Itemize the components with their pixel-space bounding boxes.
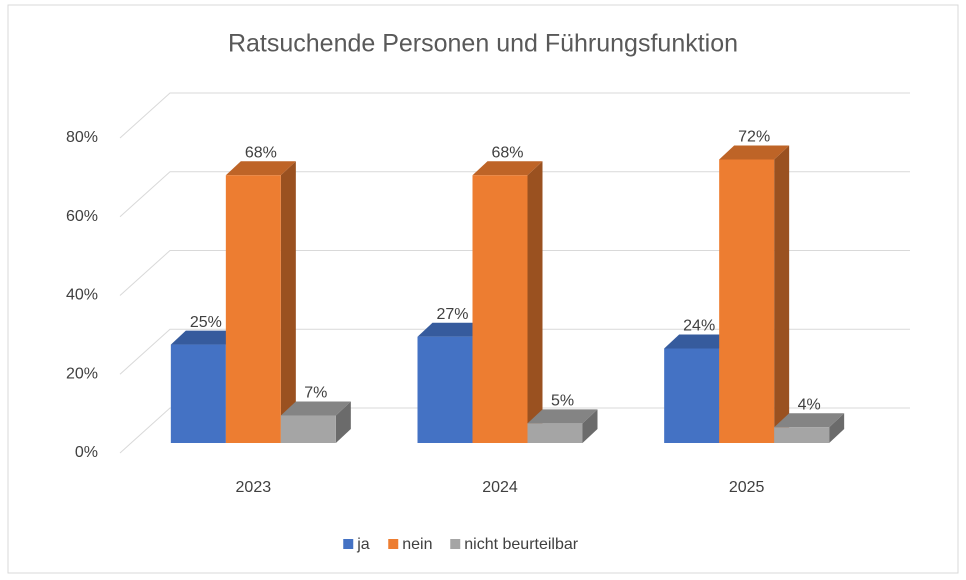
grid-line — [119, 328, 910, 375]
grid-line — [119, 92, 910, 139]
y-tick-label: 40% — [66, 287, 98, 304]
legend-swatch — [450, 539, 461, 549]
data-label: 72% — [738, 129, 770, 146]
bar — [472, 175, 528, 443]
data-label: 68% — [491, 144, 523, 161]
x-tick-label: 2025 — [729, 479, 765, 496]
bar — [527, 423, 583, 443]
bar — [170, 344, 226, 443]
y-tick-label: 0% — [75, 444, 98, 461]
bar — [225, 175, 281, 443]
y-tick-label: 20% — [66, 365, 98, 382]
data-label: 24% — [683, 318, 715, 335]
bar — [664, 348, 720, 443]
y-tick-label: 60% — [66, 208, 98, 225]
bar-side — [582, 409, 598, 443]
chart-title: Ratsuchende Personen und Führungsfunktio… — [228, 30, 738, 58]
x-tick-label: 2024 — [482, 479, 518, 496]
bar-side — [335, 401, 351, 443]
bar-top — [774, 413, 845, 428]
data-label: 4% — [798, 396, 821, 413]
bar — [280, 415, 336, 443]
bar-side — [829, 413, 845, 443]
bar-side — [527, 161, 543, 443]
data-label: 7% — [304, 385, 327, 402]
legend-label: nicht beurteilbar — [464, 536, 579, 553]
legend-swatch — [343, 539, 354, 549]
grid-line — [119, 250, 910, 296]
data-label: 25% — [190, 314, 222, 331]
bar-top — [225, 161, 296, 176]
legend-label: nein — [402, 536, 432, 553]
bar — [417, 336, 473, 443]
bar-side — [280, 161, 296, 443]
bar-top — [170, 330, 241, 345]
x-tick-label: 2023 — [236, 479, 272, 496]
legend-label: ja — [356, 536, 370, 553]
grid-line — [119, 407, 910, 454]
data-label: 27% — [436, 306, 468, 323]
bar-side — [774, 145, 790, 443]
data-label: 68% — [245, 144, 277, 161]
data-label: 5% — [551, 393, 574, 410]
y-tick-label: 80% — [66, 129, 98, 146]
bar-top — [280, 401, 351, 416]
grid-line — [119, 171, 910, 218]
legend-swatch — [388, 539, 399, 549]
bar-top — [417, 322, 488, 337]
bar — [719, 159, 775, 443]
bar-top — [664, 334, 735, 349]
bar — [774, 427, 830, 443]
bar-top — [527, 409, 598, 424]
bar-top — [719, 145, 790, 160]
bar-top — [472, 161, 543, 176]
